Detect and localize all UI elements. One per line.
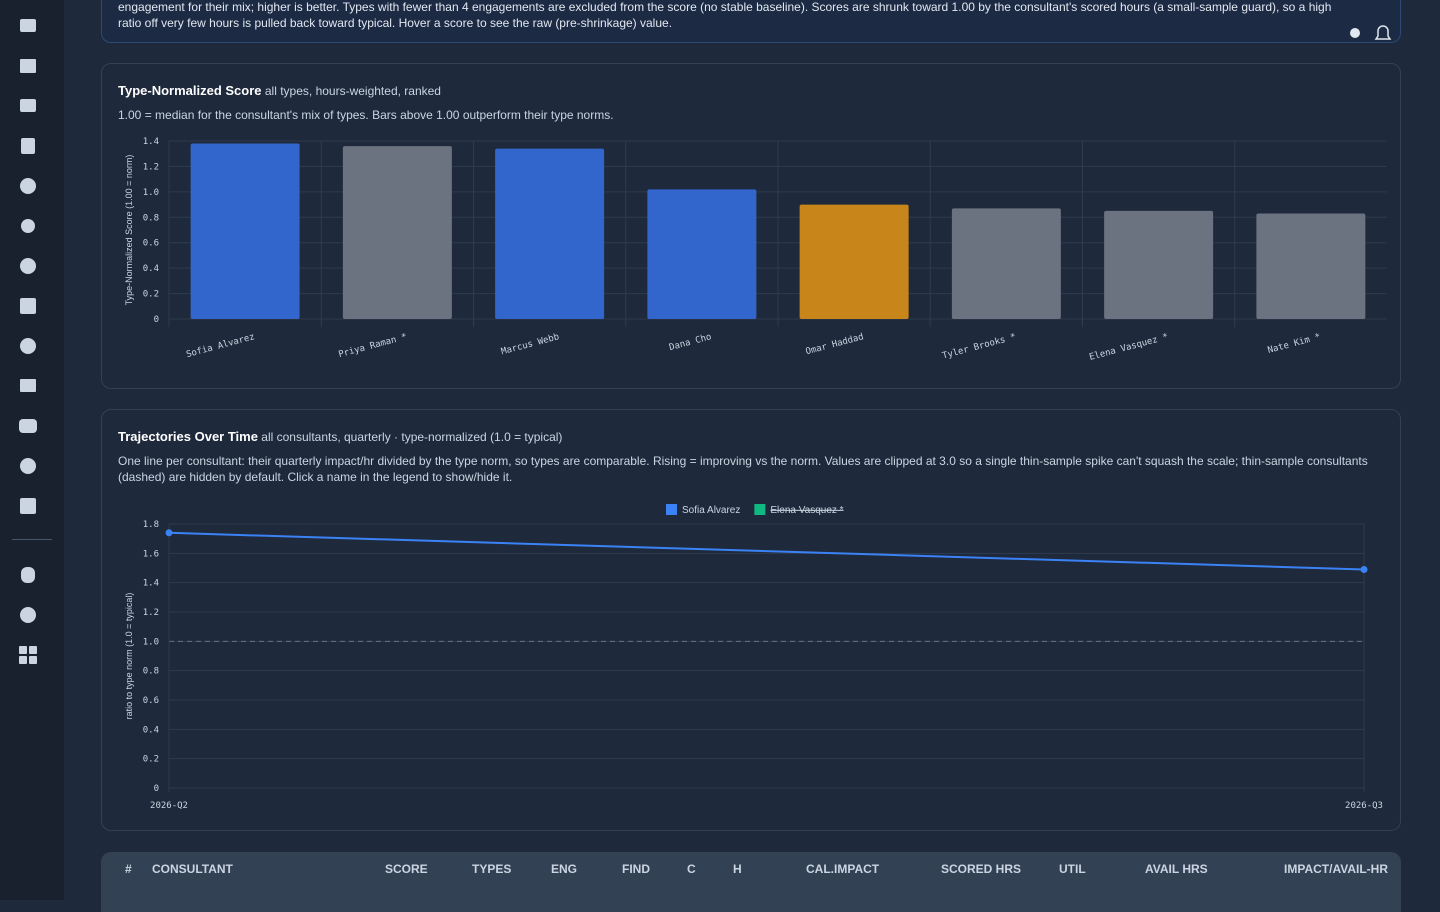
nav-icon[interactable] [20, 379, 36, 392]
x-tick-label: Elena Vasquez * [1088, 332, 1169, 363]
y-tick-label: 1.6 [143, 549, 159, 559]
x-tick-label: Sofia Alvarez [185, 332, 256, 360]
y-tick-label: 0.8 [143, 667, 159, 677]
bar [951, 208, 1061, 319]
card-subtitle: all consultants, quarterly · type-normal… [261, 430, 563, 444]
nav-icon[interactable] [21, 138, 35, 154]
y-tick-label: 1.2 [143, 162, 159, 172]
column-header[interactable]: ENG [551, 862, 578, 876]
y-tick-label: 1.0 [143, 637, 159, 647]
x-tick-label: Omar Haddad [805, 332, 865, 357]
score-card: 0 0.2 0.4 0.6 0.8 1.0 1.2 1.4 Type-Normalized Sc… [101, 63, 1401, 389]
card-title: Trajectories Over Time [118, 429, 258, 444]
y-tick-label: 0.2 [143, 755, 159, 765]
column-header[interactable]: SCORED HRS [941, 862, 1022, 876]
y-tick-label: 1.4 [143, 137, 159, 147]
column-header[interactable]: IMPACT/AVAIL-HR [1284, 862, 1388, 876]
bar [1104, 210, 1214, 319]
nav-icon[interactable] [20, 607, 36, 623]
legend-swatch[interactable] [754, 504, 766, 515]
y-tick-label: 0.8 [143, 213, 159, 223]
card-header: Trajectories Over Time all consultants, … [118, 429, 1370, 485]
column-header[interactable]: UTIL [1059, 862, 1086, 876]
y-tick-label: 0.6 [143, 239, 159, 249]
column-header[interactable]: CONSULTANT [152, 862, 233, 876]
x-tick-label: Dana Cho [668, 332, 712, 353]
nav-icon[interactable] [29, 656, 37, 664]
y-tick-label: 1.0 [143, 188, 159, 198]
y-tick-label: 0.6 [143, 696, 159, 706]
x-tick-label: 2026-Q3 [1345, 801, 1383, 811]
card-subtitle: all types, hours-weighted, ranked [264, 84, 441, 98]
y-tick-label: 0.4 [143, 264, 159, 274]
sidebar [0, 0, 64, 900]
line-chart: 0 0.2 0.4 0.6 0.8 1.0 1.2 1.4 1.6 1.8 ratio to typ… [124, 504, 1383, 811]
nav-icon[interactable] [20, 298, 36, 314]
nav-icon[interactable] [20, 99, 36, 112]
card-title: Type-Normalized Score [118, 83, 262, 98]
card-header: Type-Normalized Score all types, hours-w… [118, 83, 1370, 123]
nav-icon[interactable] [19, 646, 27, 654]
trajectory-card: 0 0.2 0.4 0.6 0.8 1.0 1.2 1.4 1.6 1.8 ratio to typ… [101, 409, 1401, 831]
notifications[interactable] [1374, 25, 1392, 40]
legend-label[interactable]: Elena Vasquez * [770, 505, 843, 516]
y-tick-label: 1.4 [143, 579, 159, 589]
series-point [165, 529, 173, 537]
column-header[interactable]: FIND [622, 862, 650, 876]
x-tick-label: Tyler Brooks * [941, 332, 1017, 361]
x-tick-label: Marcus Webb [500, 332, 560, 357]
nav-icons [12, 19, 52, 664]
header-icons [1350, 25, 1392, 40]
nav-icon[interactable] [19, 656, 27, 664]
y-axis-label: ratio to type norm (1.0 = typical) [124, 593, 134, 720]
column-header[interactable]: # [125, 862, 132, 876]
series-point [1360, 565, 1368, 573]
bar [495, 148, 605, 319]
notice: engagement for their mix; higher is bett… [101, 0, 1401, 43]
column-header[interactable]: AVAIL HRS [1145, 862, 1208, 876]
nav-icon[interactable] [20, 19, 36, 32]
y-tick-label: 0 [154, 784, 159, 794]
bar [342, 146, 452, 319]
y-tick-label: 1.2 [143, 608, 159, 618]
nav-separator [12, 539, 52, 540]
bar [190, 143, 300, 319]
bar-chart: 0 0.2 0.4 0.6 0.8 1.0 1.2 1.4 Type-Normalized Sc… [124, 137, 1387, 363]
nav-icon[interactable] [20, 338, 36, 354]
legend-swatch[interactable] [666, 504, 677, 515]
notice-text: engagement for their mix; higher is bett… [118, 0, 1332, 30]
nav-icon[interactable] [20, 178, 36, 194]
nav-icon[interactable] [20, 59, 36, 73]
x-tick-label: Priya Raman * [338, 332, 409, 360]
bar [799, 204, 909, 319]
nav-icon[interactable] [20, 498, 36, 514]
series-line [168, 531, 1365, 571]
column-header[interactable]: SCORE [385, 862, 428, 876]
column-header[interactable]: CAL.IMPACT [806, 862, 880, 876]
bar [647, 189, 757, 319]
column-header[interactable]: C [687, 862, 696, 876]
theme-toggle[interactable] [1350, 28, 1360, 38]
card-description: One line per consultant: their quarterly… [118, 454, 1368, 484]
y-tick-label: 0.2 [143, 290, 159, 300]
card-description: 1.00 = median for the consultant's mix o… [118, 108, 614, 122]
column-header[interactable]: H [733, 862, 742, 876]
nav-icon[interactable] [21, 219, 35, 233]
y-tick-label: 0.4 [143, 725, 159, 735]
table-header: # CONSULTANT SCORE TYPES ENG FIND C H CAL.IMPACT… [101, 852, 1401, 912]
legend-label[interactable]: Sofia Alvarez [682, 505, 740, 516]
nav-icon[interactable] [20, 258, 36, 274]
x-tick-label: Nate Kim * [1267, 332, 1322, 356]
nav-icon[interactable] [21, 567, 35, 583]
nav-icon[interactable] [19, 419, 37, 433]
nav-icon[interactable] [29, 646, 37, 654]
bar [1256, 213, 1366, 319]
column-header[interactable]: TYPES [472, 862, 512, 876]
nav-icon[interactable] [20, 458, 36, 474]
x-tick-label: 2026-Q2 [150, 801, 188, 811]
y-axis-label: Type-Normalized Score (1.00 = norm) [124, 155, 134, 306]
y-tick-label: 1.8 [143, 520, 159, 530]
y-tick-label: 0 [154, 315, 159, 325]
